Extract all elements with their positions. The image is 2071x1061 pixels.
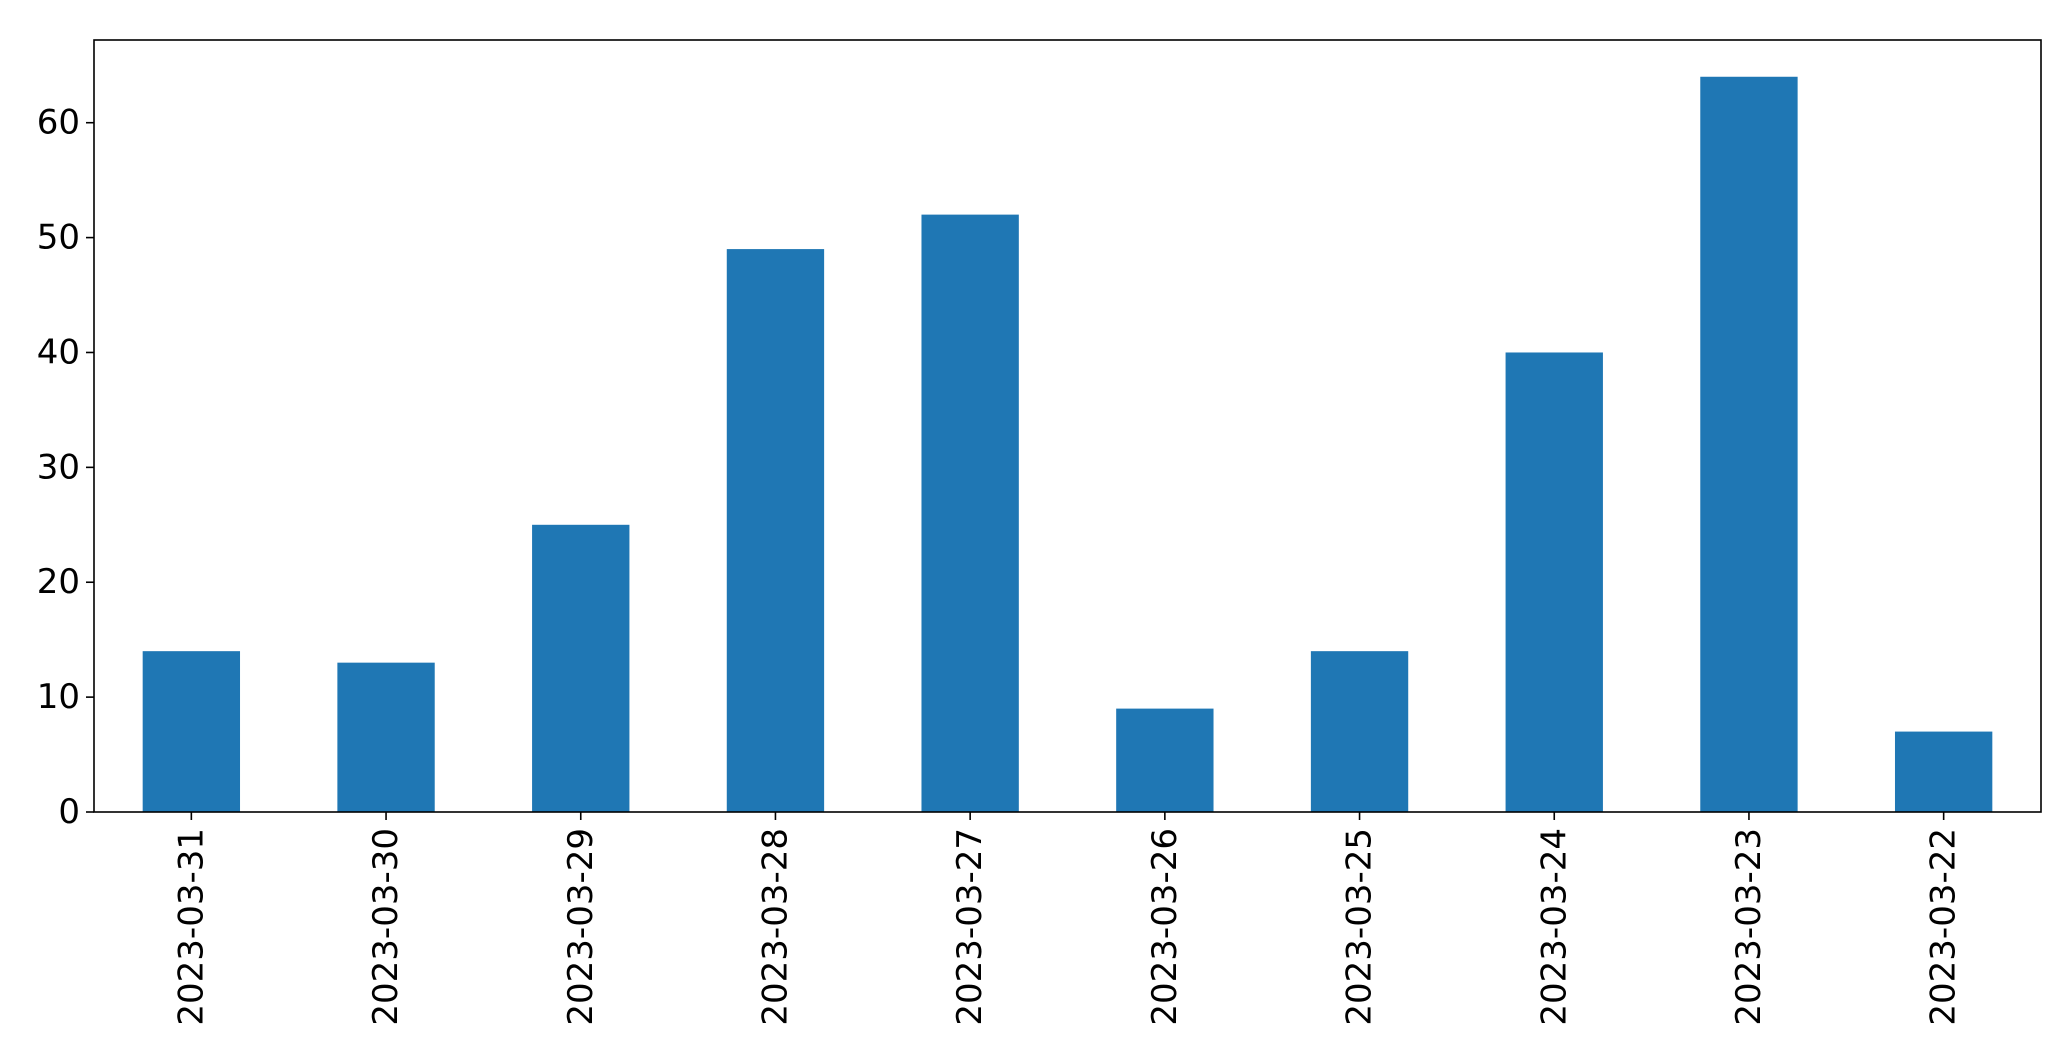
x-tick-label: 2023-03-27: [950, 828, 990, 1026]
plot-frame: [93, 39, 2042, 813]
x-tick-label: 2023-03-28: [755, 828, 795, 1026]
bar-2023-03-26: [1116, 708, 1214, 812]
x-axis: 2023-03-31 2023-03-30 2023-03-29 2023-03-28…: [171, 812, 1964, 1026]
bar-2023-03-30: [337, 662, 435, 812]
y-tick-label: 10: [37, 677, 80, 717]
bar-2023-03-23: [1700, 76, 1798, 812]
y-tick-label: 20: [37, 562, 80, 602]
x-tick-label: 2023-03-25: [1340, 828, 1380, 1026]
x-tick-label: 2023-03-23: [1729, 828, 1769, 1026]
bar-2023-03-28: [726, 249, 825, 813]
y-tick-label: 0: [58, 792, 80, 832]
x-tick-label: 2023-03-31: [171, 828, 211, 1026]
x-tick-label: 2023-03-30: [366, 828, 406, 1026]
bar-2023-03-27: [921, 214, 1019, 813]
bars-group: [142, 76, 1993, 813]
x-tick-label: 2023-03-22: [1924, 828, 1964, 1026]
y-tick-label: 40: [37, 332, 80, 372]
x-tick-label: 2023-03-24: [1534, 828, 1574, 1026]
y-tick-label: 60: [37, 103, 80, 143]
x-tick-label: 2023-03-26: [1145, 828, 1185, 1026]
bar-2023-03-29: [532, 524, 630, 812]
bar-2023-03-25: [1310, 651, 1409, 812]
y-tick-label: 50: [37, 218, 80, 258]
bar-2023-03-22: [1894, 731, 1993, 812]
x-tick-label: 2023-03-29: [561, 828, 601, 1026]
y-axis: 0 10 20 30 40 50 60: [37, 103, 94, 832]
bar-2023-03-31: [142, 651, 241, 812]
y-tick-label: 30: [37, 447, 80, 487]
bar-2023-03-24: [1505, 352, 1603, 812]
